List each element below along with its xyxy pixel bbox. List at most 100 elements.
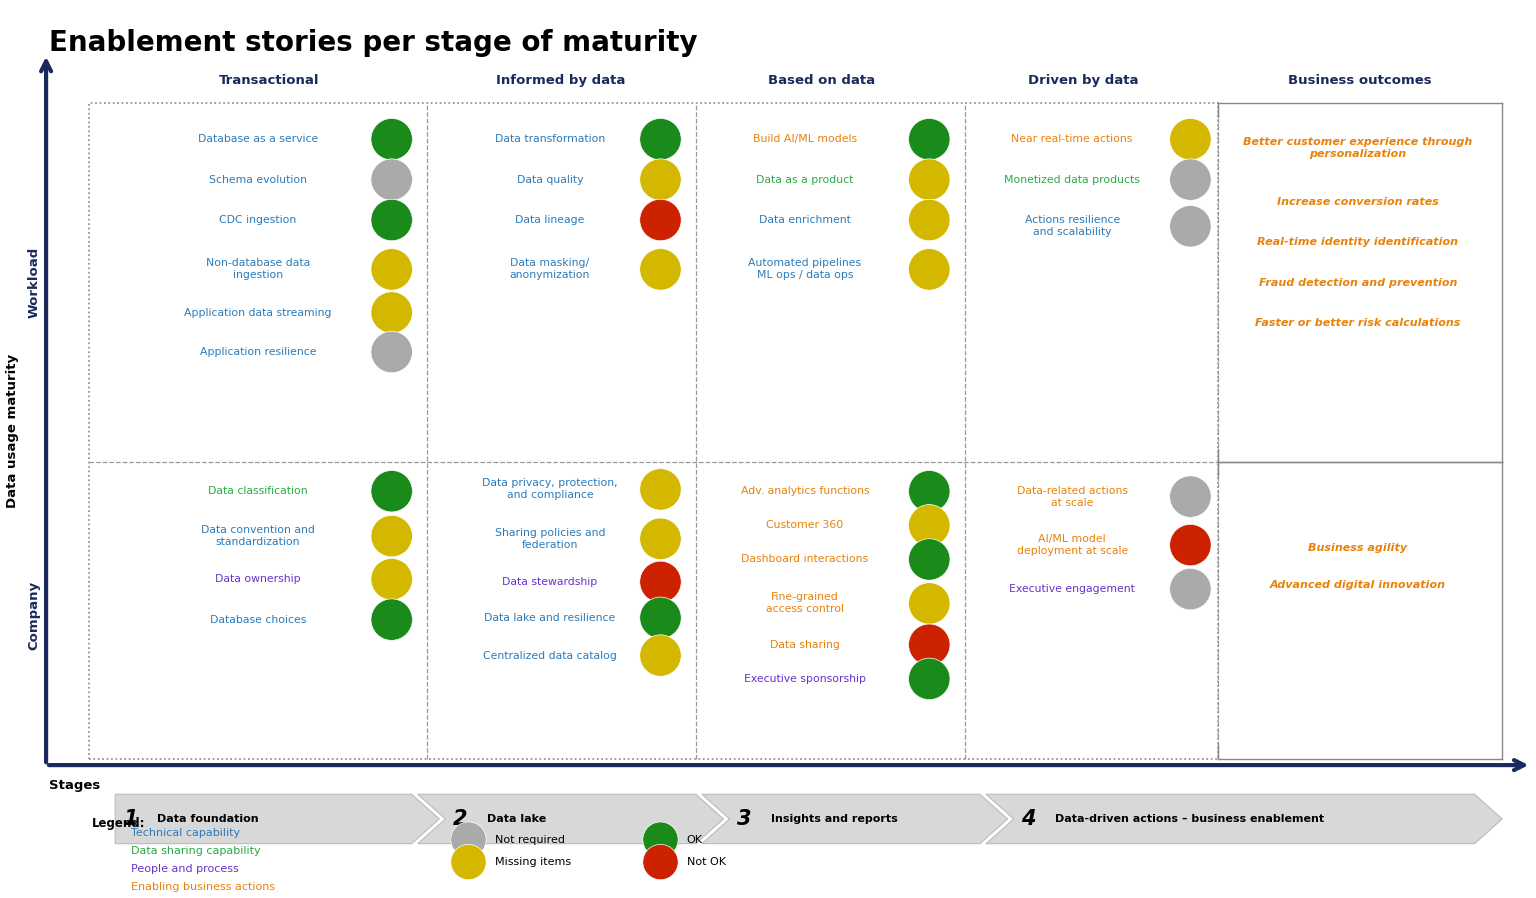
Ellipse shape: [372, 471, 412, 512]
Text: Stages: Stages: [49, 779, 100, 792]
Text: Data as a product: Data as a product: [756, 174, 854, 185]
Text: Real-time identity identification: Real-time identity identification: [1258, 237, 1458, 248]
Text: Advanced digital innovation: Advanced digital innovation: [1270, 580, 1445, 591]
Text: OK: OK: [687, 834, 702, 845]
Ellipse shape: [639, 635, 682, 676]
Text: Increase conversion rates: Increase conversion rates: [1276, 197, 1439, 207]
Text: Driven by data: Driven by data: [1028, 75, 1138, 87]
Text: Application resilience: Application resilience: [200, 347, 316, 357]
Text: Database choices: Database choices: [210, 614, 306, 625]
Text: Data foundation: Data foundation: [157, 814, 258, 824]
Text: Monetized data products: Monetized data products: [1005, 174, 1140, 185]
Text: Data convention and
standardization: Data convention and standardization: [201, 525, 315, 547]
Ellipse shape: [372, 331, 412, 373]
Ellipse shape: [908, 658, 949, 700]
Text: Executive sponsorship: Executive sponsorship: [743, 674, 866, 684]
Text: Dashboard interactions: Dashboard interactions: [742, 554, 868, 565]
Text: Company: Company: [28, 581, 40, 649]
Ellipse shape: [639, 249, 682, 290]
FancyBboxPatch shape: [89, 103, 1218, 759]
Ellipse shape: [908, 119, 949, 160]
Ellipse shape: [372, 199, 412, 241]
Text: Data usage maturity: Data usage maturity: [6, 354, 18, 508]
Text: Data lineage: Data lineage: [515, 215, 585, 225]
Text: Adv. analytics functions: Adv. analytics functions: [740, 486, 869, 497]
Text: Data ownership: Data ownership: [215, 574, 301, 585]
Ellipse shape: [372, 159, 412, 200]
Text: Workload: Workload: [28, 247, 40, 319]
Text: Not OK: Not OK: [687, 857, 725, 867]
Text: CDC ingestion: CDC ingestion: [220, 215, 296, 225]
Ellipse shape: [452, 822, 485, 858]
Text: Data sharing capability: Data sharing capability: [131, 846, 260, 857]
Ellipse shape: [642, 844, 679, 880]
Text: Data privacy, protection,
and compliance: Data privacy, protection, and compliance: [482, 479, 617, 500]
Text: Transactional: Transactional: [218, 75, 319, 87]
Text: Faster or better risk calculations: Faster or better risk calculations: [1255, 318, 1461, 329]
Text: Sharing policies and
federation: Sharing policies and federation: [495, 528, 605, 550]
Text: Based on data: Based on data: [768, 75, 876, 87]
Ellipse shape: [639, 597, 682, 638]
Text: Data stewardship: Data stewardship: [502, 577, 598, 587]
Ellipse shape: [372, 249, 412, 290]
Ellipse shape: [1170, 119, 1212, 160]
Polygon shape: [702, 795, 1008, 844]
Polygon shape: [418, 795, 723, 844]
Text: Enablement stories per stage of maturity: Enablement stories per stage of maturity: [49, 29, 697, 57]
Text: Missing items: Missing items: [495, 857, 571, 867]
Text: Data-related actions
at scale: Data-related actions at scale: [1017, 486, 1127, 507]
Ellipse shape: [1170, 568, 1212, 610]
Text: Database as a service: Database as a service: [198, 134, 318, 145]
Ellipse shape: [452, 844, 485, 880]
Ellipse shape: [1170, 524, 1212, 566]
Text: Build AI/ML models: Build AI/ML models: [753, 134, 857, 145]
Text: Enabling business actions: Enabling business actions: [131, 882, 275, 893]
Text: Automated pipelines
ML ops / data ops: Automated pipelines ML ops / data ops: [748, 259, 862, 280]
Ellipse shape: [908, 159, 949, 200]
Ellipse shape: [1170, 159, 1212, 200]
Text: Legend:: Legend:: [92, 817, 146, 830]
Ellipse shape: [372, 292, 412, 333]
Text: Data classification: Data classification: [209, 486, 307, 497]
Ellipse shape: [639, 199, 682, 241]
Text: Customer 360: Customer 360: [766, 520, 843, 531]
Text: Fine-grained
access control: Fine-grained access control: [766, 593, 843, 614]
Ellipse shape: [639, 469, 682, 510]
Text: Data quality: Data quality: [516, 174, 584, 185]
Text: People and process: People and process: [131, 864, 238, 875]
Ellipse shape: [642, 822, 679, 858]
Ellipse shape: [908, 471, 949, 512]
Ellipse shape: [908, 624, 949, 665]
Text: Data masking/
anonymization: Data masking/ anonymization: [510, 259, 590, 280]
Text: Fraud detection and prevention: Fraud detection and prevention: [1258, 277, 1458, 288]
Text: 1: 1: [123, 809, 137, 829]
Text: 3: 3: [737, 809, 751, 829]
Ellipse shape: [908, 539, 949, 580]
Text: Data enrichment: Data enrichment: [759, 215, 851, 225]
Text: Data transformation: Data transformation: [495, 134, 605, 145]
Ellipse shape: [639, 561, 682, 603]
Text: Actions resilience
and scalability: Actions resilience and scalability: [1025, 216, 1120, 237]
Text: Not required: Not required: [495, 834, 565, 845]
Polygon shape: [115, 795, 439, 844]
Ellipse shape: [372, 119, 412, 160]
Text: Business outcomes: Business outcomes: [1287, 75, 1432, 87]
Ellipse shape: [372, 599, 412, 640]
Ellipse shape: [908, 583, 949, 624]
Text: Business agility: Business agility: [1309, 542, 1407, 553]
Text: 2: 2: [453, 809, 467, 829]
Text: Data-driven actions – business enablement: Data-driven actions – business enablemen…: [1055, 814, 1324, 824]
Ellipse shape: [908, 249, 949, 290]
Text: Insights and reports: Insights and reports: [771, 814, 899, 824]
Text: Data lake and resilience: Data lake and resilience: [484, 612, 616, 623]
Ellipse shape: [639, 518, 682, 559]
Text: Near real-time actions: Near real-time actions: [1011, 134, 1134, 145]
Text: 4: 4: [1021, 809, 1035, 829]
Ellipse shape: [639, 159, 682, 200]
Text: Data lake: Data lake: [487, 814, 547, 824]
Polygon shape: [986, 795, 1502, 844]
Text: Centralized data catalog: Centralized data catalog: [482, 650, 617, 661]
Text: Better customer experience through
personalization: Better customer experience through perso…: [1243, 137, 1473, 159]
Ellipse shape: [639, 119, 682, 160]
Ellipse shape: [908, 505, 949, 546]
